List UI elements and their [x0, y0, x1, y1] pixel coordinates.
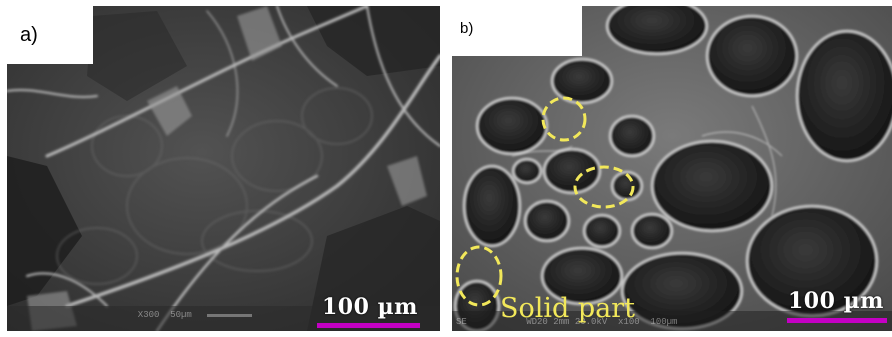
scale-bar-b: [787, 318, 887, 323]
panel-label-a: a): [7, 6, 93, 64]
sem-micrograph-b: [452, 6, 892, 331]
panel-label-b: b): [452, 6, 582, 56]
sem-image-panel-b: SE WD20 2mm 20.0kV x100 100µm b) Solid p…: [452, 6, 892, 331]
scale-bar-a: [317, 323, 420, 328]
solid-part-annotation: Solid part: [500, 293, 636, 324]
sem-micrograph-a: [7, 6, 440, 331]
sem-image-panel-a: X300 50µm a) 100 µm: [7, 6, 440, 331]
solid-part-highlight-circle: [573, 165, 635, 209]
panel-label-a-text: a): [20, 24, 38, 46]
sem-info-text-b: SE WD20 2mm 20.0kV x100 100µm: [456, 317, 678, 327]
solid-part-highlight-circle: [541, 96, 587, 142]
sem-info-text-a: X300 50µm: [127, 310, 192, 320]
scale-bar-label-a: 100 µm: [322, 294, 418, 320]
solid-part-highlight-circle: [455, 245, 503, 307]
scale-bar-label-b: 100 µm: [788, 288, 884, 314]
panel-label-b-text: b): [460, 20, 474, 37]
